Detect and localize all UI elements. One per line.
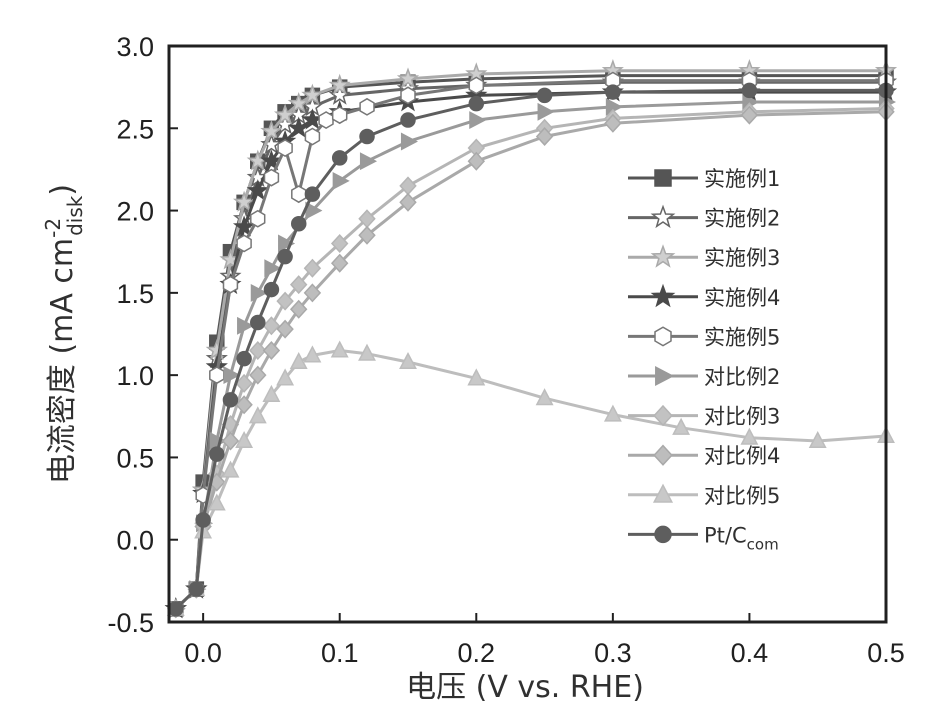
legend-label: 实施例1 bbox=[704, 167, 780, 191]
x-tick-label: 0.2 bbox=[458, 638, 496, 668]
legend-item: 实施例2 bbox=[628, 207, 780, 231]
legend: 实施例1 实施例2 实施例3 实施例4 实施例5 对比例2 对比例3 对比例4 对比例5 Pt/C… bbox=[628, 167, 780, 553]
data-point bbox=[469, 97, 483, 111]
y-tick-label: 0.0 bbox=[116, 526, 154, 556]
data-point bbox=[236, 433, 251, 448]
data-point bbox=[251, 315, 265, 329]
data-point bbox=[470, 112, 485, 127]
data-point bbox=[538, 88, 552, 102]
legend-label: 实施例4 bbox=[704, 286, 780, 310]
x-tick-label: 0.1 bbox=[321, 638, 359, 668]
legend-item: 实施例3 bbox=[628, 246, 780, 270]
data-point bbox=[210, 447, 224, 461]
data-point bbox=[606, 85, 620, 99]
legend-swatch-marker bbox=[655, 327, 671, 345]
data-point bbox=[319, 112, 333, 128]
legend-label: 对比例3 bbox=[704, 405, 780, 429]
x-tick-label: 0.3 bbox=[594, 638, 632, 668]
legend-swatch-marker bbox=[654, 446, 672, 465]
data-point bbox=[251, 211, 265, 227]
legend-label: 对比例4 bbox=[704, 444, 780, 468]
data-point bbox=[305, 129, 319, 145]
data-point bbox=[742, 83, 756, 97]
legend-item: Pt/Ccom bbox=[628, 523, 779, 553]
data-point bbox=[169, 602, 183, 616]
y-tick-label: 1.0 bbox=[116, 361, 154, 391]
legend-swatch-marker bbox=[656, 367, 673, 385]
legend-item: 实施例5 bbox=[628, 325, 780, 349]
legend-swatch-marker bbox=[655, 526, 671, 542]
data-point bbox=[224, 277, 238, 293]
legend-swatch-marker bbox=[653, 286, 674, 306]
data-point bbox=[237, 352, 251, 366]
legend-item: 对比例4 bbox=[628, 444, 780, 468]
series-line bbox=[176, 351, 886, 609]
data-point bbox=[278, 250, 292, 264]
legend-label: 对比例2 bbox=[704, 365, 780, 389]
data-point bbox=[264, 317, 279, 334]
y-axis-ticks: -0.5 0.0 0.5 1.0 1.5 2.0 2.5 3.0 bbox=[107, 32, 178, 638]
series-9 bbox=[168, 342, 894, 615]
data-point bbox=[469, 153, 484, 170]
y-axis-title-sub: disk bbox=[63, 195, 87, 236]
y-tick-label: 0.5 bbox=[116, 443, 154, 473]
legend-item: 对比例2 bbox=[628, 365, 780, 389]
data-point bbox=[538, 104, 553, 119]
data-point bbox=[402, 134, 417, 149]
data-point bbox=[264, 283, 278, 297]
y-tick-label: 1.5 bbox=[116, 279, 154, 309]
data-point bbox=[292, 217, 306, 231]
legend-swatch-marker bbox=[653, 246, 674, 266]
legend-swatch-marker bbox=[653, 207, 674, 227]
series-layer bbox=[167, 61, 895, 617]
y-tick-label: -0.5 bbox=[107, 608, 154, 638]
data-point bbox=[223, 462, 238, 477]
legend-item: 对比例5 bbox=[628, 484, 780, 508]
y-axis-title-sup: -2 bbox=[41, 218, 65, 238]
data-point bbox=[196, 513, 210, 527]
y-axis-title-main: 电流密度 (mA cm bbox=[45, 238, 80, 484]
series-6 bbox=[170, 94, 895, 616]
data-point bbox=[210, 367, 224, 383]
x-axis-title: 电压 (V vs. RHE) bbox=[406, 670, 644, 705]
data-point bbox=[401, 87, 415, 103]
x-tick-label: 0.4 bbox=[731, 638, 769, 668]
legend-item: 对比例3 bbox=[628, 405, 780, 429]
legend-label: 实施例2 bbox=[704, 207, 780, 231]
data-point bbox=[223, 393, 237, 407]
data-point bbox=[401, 113, 415, 127]
data-point bbox=[250, 367, 265, 384]
data-point bbox=[361, 154, 376, 169]
y-tick-label: 2.0 bbox=[116, 197, 154, 227]
legend-label: 实施例5 bbox=[704, 325, 780, 349]
data-point bbox=[278, 140, 292, 156]
data-point bbox=[469, 77, 483, 93]
y-axis-title-close: ) bbox=[45, 184, 80, 196]
data-point bbox=[265, 170, 279, 186]
data-point bbox=[305, 187, 319, 201]
data-point bbox=[189, 582, 203, 596]
legend-item: 实施例1 bbox=[628, 167, 780, 191]
data-point bbox=[292, 186, 306, 202]
legend-label: Pt/Ccom bbox=[704, 523, 779, 553]
legend-label: 实施例3 bbox=[704, 246, 780, 270]
data-point bbox=[237, 235, 251, 251]
x-tick-label: 0.5 bbox=[867, 638, 905, 668]
data-point bbox=[333, 151, 347, 165]
y-tick-label: 3.0 bbox=[116, 32, 154, 62]
data-point bbox=[333, 107, 347, 123]
legend-swatch-marker bbox=[655, 170, 671, 186]
x-tick-label: 0.0 bbox=[184, 638, 222, 668]
data-point bbox=[360, 99, 374, 115]
y-axis-title: 电流密度 (mA cm-2disk) bbox=[41, 184, 87, 484]
data-point bbox=[332, 342, 347, 357]
y-tick-label: 2.5 bbox=[116, 114, 154, 144]
legend-label: 对比例5 bbox=[704, 484, 780, 508]
legend-item: 实施例4 bbox=[628, 286, 780, 310]
data-point bbox=[360, 130, 374, 144]
